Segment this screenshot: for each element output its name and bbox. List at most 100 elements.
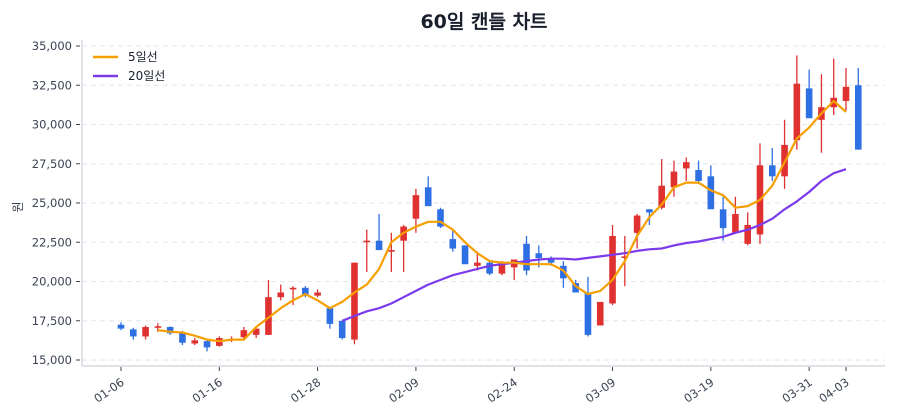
candle bbox=[633, 213, 641, 249]
y-axis-label: 원 bbox=[11, 201, 25, 212]
candle bbox=[314, 289, 321, 298]
candle-body bbox=[547, 259, 555, 263]
candle-body bbox=[474, 262, 481, 266]
candle-body bbox=[658, 185, 665, 208]
candle bbox=[351, 262, 358, 345]
candle bbox=[240, 327, 248, 339]
candle-body bbox=[129, 329, 137, 337]
candle-body bbox=[289, 287, 297, 290]
candle bbox=[584, 276, 592, 337]
candle bbox=[363, 229, 371, 273]
moving-averages bbox=[157, 99, 847, 343]
candle bbox=[154, 323, 162, 332]
candle bbox=[719, 196, 727, 241]
candle-body bbox=[596, 301, 604, 326]
candle bbox=[129, 327, 137, 340]
y-tick-label: 20,000 bbox=[32, 275, 72, 289]
candle bbox=[461, 245, 469, 265]
candle-body bbox=[793, 83, 801, 141]
ma5-line bbox=[157, 99, 847, 343]
candle-body bbox=[314, 292, 321, 296]
candle-body bbox=[302, 287, 309, 296]
gridlines bbox=[82, 45, 885, 361]
y-tick-label: 30,000 bbox=[32, 118, 72, 132]
candle-body bbox=[179, 333, 186, 343]
legend-ma5-label: 5일선 bbox=[128, 50, 158, 64]
x-tick-label: 01-16 bbox=[190, 375, 225, 406]
candle bbox=[424, 176, 432, 207]
x-tick-label: 03-19 bbox=[681, 375, 716, 406]
candle-body bbox=[117, 324, 125, 329]
candle-body bbox=[523, 243, 530, 271]
candle bbox=[695, 160, 702, 185]
candle-body bbox=[633, 215, 641, 233]
candle-body bbox=[203, 341, 211, 348]
candle-body bbox=[609, 235, 616, 304]
legend-ma20-label: 20일선 bbox=[128, 69, 165, 83]
candle-body bbox=[375, 240, 383, 251]
candle-body bbox=[363, 240, 371, 243]
candle-body bbox=[277, 292, 285, 298]
y-tick-label: 15,000 bbox=[32, 353, 72, 367]
ma20-line bbox=[341, 168, 847, 322]
candle bbox=[523, 235, 530, 276]
candle bbox=[805, 69, 813, 119]
y-tick-label: 35,000 bbox=[32, 39, 72, 53]
candle bbox=[609, 224, 616, 306]
candle-body bbox=[621, 256, 629, 258]
candle bbox=[449, 229, 457, 252]
legend: 5일선 20일선 bbox=[93, 50, 165, 83]
candle bbox=[670, 160, 678, 197]
candle bbox=[289, 286, 297, 306]
candle bbox=[142, 325, 149, 340]
axes: 15,000 17,500 20,000 22,500 25,000 27,500 30,0… bbox=[32, 39, 885, 406]
candle-body bbox=[646, 209, 653, 213]
candle bbox=[682, 157, 690, 182]
candle-body bbox=[732, 213, 739, 233]
candle-body bbox=[695, 170, 702, 182]
y-tick-label: 32,500 bbox=[32, 78, 72, 92]
candle-body bbox=[707, 176, 715, 210]
candle-body bbox=[744, 224, 751, 244]
y-tick-label: 25,000 bbox=[32, 196, 72, 210]
y-tick-label: 17,500 bbox=[32, 314, 72, 328]
candle-body bbox=[461, 245, 469, 265]
candle bbox=[793, 55, 801, 150]
candle bbox=[830, 58, 838, 116]
candle-body bbox=[670, 171, 678, 188]
candle bbox=[326, 306, 334, 329]
x-tick-label: 04-03 bbox=[816, 375, 851, 406]
x-tick-label: 03-31 bbox=[779, 375, 814, 406]
candle bbox=[781, 119, 788, 189]
candle-body bbox=[388, 250, 395, 252]
y-tick-label: 22,500 bbox=[32, 235, 72, 249]
x-tick-label: 03-09 bbox=[583, 375, 618, 406]
candle bbox=[252, 328, 260, 339]
x-tick-label: 02-24 bbox=[485, 375, 520, 406]
candle-body bbox=[142, 327, 149, 337]
candle-body bbox=[768, 165, 776, 177]
candle bbox=[437, 207, 444, 229]
candle bbox=[474, 251, 481, 271]
candle bbox=[375, 213, 383, 251]
candle-body bbox=[535, 253, 543, 258]
candle-body bbox=[240, 330, 248, 338]
candle-body bbox=[265, 297, 272, 335]
candle bbox=[732, 196, 739, 233]
candle-body bbox=[486, 262, 493, 274]
candle bbox=[486, 261, 493, 276]
candle-body bbox=[351, 262, 358, 340]
candle bbox=[707, 165, 715, 210]
candle bbox=[203, 338, 211, 352]
candle-body bbox=[338, 320, 346, 339]
candle-body bbox=[191, 340, 199, 344]
candle-body bbox=[572, 283, 579, 293]
candle bbox=[756, 143, 764, 244]
candle bbox=[854, 67, 862, 150]
candle-body bbox=[424, 187, 432, 207]
candle-body bbox=[437, 209, 444, 227]
candle-body bbox=[326, 308, 334, 324]
candle-body bbox=[805, 88, 813, 119]
